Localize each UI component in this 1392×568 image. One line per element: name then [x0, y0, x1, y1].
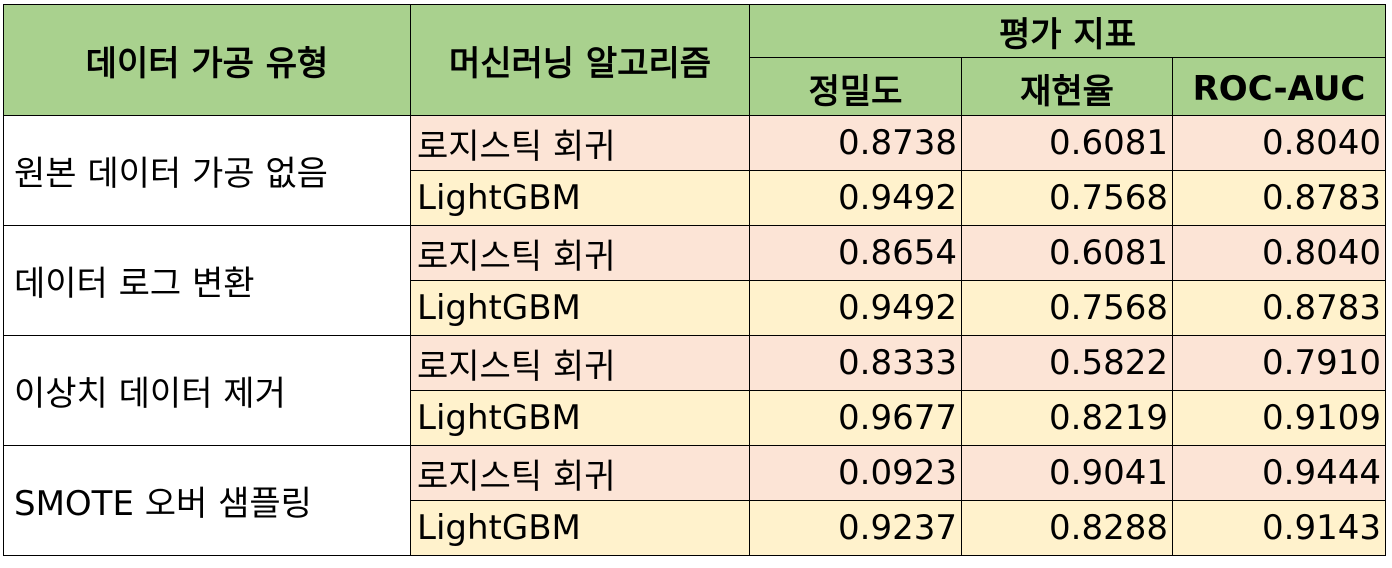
precision-cell: 0.9492: [749, 170, 962, 226]
roc-auc-cell: 0.8040: [1171, 225, 1387, 281]
data-type-cell: 원본 데이터 가공 없음: [3, 115, 411, 226]
recall-cell: 0.8288: [961, 500, 1173, 556]
table-row: LightGBM 0.9237 0.8288 0.9143: [4, 500, 1387, 556]
algorithm-cell: LightGBM: [410, 500, 750, 556]
roc-auc-cell: 0.8040: [1171, 115, 1387, 171]
algorithm-cell: LightGBM: [410, 170, 750, 226]
header-row-top: 데이터 가공 유형 머신러닝 알고리즘 평가 지표: [3, 4, 1387, 116]
algorithm-cell: 로지스틱 회귀: [410, 225, 750, 281]
recall-cell: 0.7568: [961, 280, 1173, 336]
roc-auc-cell: 0.9444: [1171, 445, 1387, 501]
precision-cell: 0.9492: [749, 280, 962, 336]
precision-cell: 0.9677: [749, 390, 962, 446]
recall-cell: 0.6081: [961, 115, 1173, 171]
table-row: LightGBM 0.9492 0.7568 0.8783: [4, 170, 1387, 226]
algorithm-cell: 로지스틱 회귀: [410, 445, 750, 501]
recall-cell: 0.8219: [961, 390, 1173, 446]
precision-cell: 0.8738: [749, 115, 962, 171]
precision-cell: 0.8333: [749, 335, 962, 391]
roc-auc-cell: 0.8783: [1171, 280, 1387, 336]
roc-auc-cell: 0.9143: [1171, 500, 1387, 556]
header-data-type: 데이터 가공 유형: [3, 4, 411, 116]
table-row: LightGBM 0.9492 0.7568 0.8783: [4, 280, 1387, 336]
header-metrics-group: 평가 지표: [748, 4, 1387, 58]
recall-cell: 0.6081: [961, 225, 1173, 281]
algorithm-cell: LightGBM: [410, 280, 750, 336]
data-type-cell: SMOTE 오버 샘플링: [3, 445, 411, 556]
recall-cell: 0.5822: [961, 335, 1173, 391]
header-row-metrics: 정밀도 재현율 ROC-AUC: [4, 57, 1387, 116]
evaluation-results-table: 데이터 가공 유형 머신러닝 알고리즘 평가 지표 정밀도 재현율 ROC-AU…: [3, 4, 1387, 556]
results-table-container: 데이터 가공 유형 머신러닝 알고리즘 평가 지표 정밀도 재현율 ROC-AU…: [3, 4, 1387, 556]
header-precision: 정밀도: [749, 57, 962, 116]
table-row: 이상치 데이터 제거 로지스틱 회귀 0.8333 0.5822 0.7910: [3, 335, 1387, 446]
header-algorithm: 머신러닝 알고리즘: [410, 4, 750, 116]
table-row: 데이터 로그 변환 로지스틱 회귀 0.8654 0.6081 0.8040: [3, 225, 1387, 336]
algorithm-cell: 로지스틱 회귀: [410, 335, 750, 391]
header-roc-auc: ROC-AUC: [1171, 57, 1387, 116]
roc-auc-cell: 0.7910: [1171, 335, 1387, 391]
precision-cell: 0.8654: [749, 225, 962, 281]
table-row: 원본 데이터 가공 없음 로지스틱 회귀 0.8738 0.6081 0.804…: [3, 115, 1387, 226]
table-row: SMOTE 오버 샘플링 로지스틱 회귀 0.0923 0.9041 0.944…: [3, 445, 1387, 556]
algorithm-cell: 로지스틱 회귀: [410, 115, 750, 171]
data-type-cell: 이상치 데이터 제거: [3, 335, 411, 446]
recall-cell: 0.7568: [961, 170, 1173, 226]
data-type-cell: 데이터 로그 변환: [3, 225, 411, 336]
precision-cell: 0.9237: [749, 500, 962, 556]
precision-cell: 0.0923: [749, 445, 962, 501]
roc-auc-cell: 0.9109: [1171, 390, 1387, 446]
roc-auc-cell: 0.8783: [1171, 170, 1387, 226]
recall-cell: 0.9041: [961, 445, 1173, 501]
algorithm-cell: LightGBM: [410, 390, 750, 446]
header-recall: 재현율: [961, 57, 1173, 116]
